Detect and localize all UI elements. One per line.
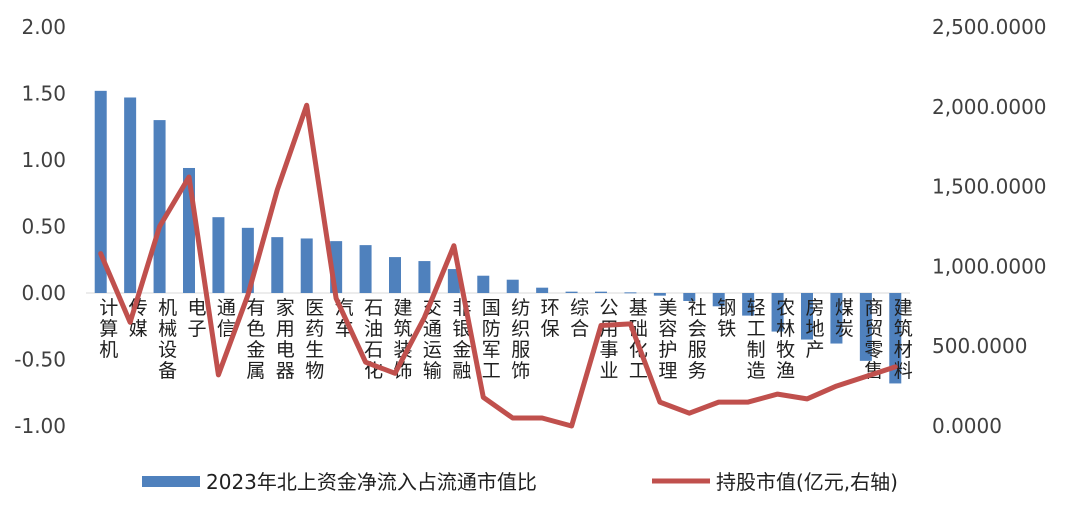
bar [683, 293, 696, 301]
legend-bar-swatch [142, 476, 200, 487]
right-tick-label: 500.0000 [932, 334, 1027, 358]
line-series [98, 102, 898, 429]
category-label: 电子 [187, 297, 206, 340]
right-tick-label: 2,500.0000 [932, 15, 1047, 39]
bar [889, 293, 902, 384]
category-label: 家用电器 [276, 297, 295, 382]
category-label: 有色金属 [246, 297, 265, 382]
bar [624, 292, 637, 294]
bar [506, 279, 519, 293]
category-label: 钢铁 [717, 297, 736, 340]
category-label: 建筑材料 [894, 297, 913, 382]
category-label: 纺织服饰 [511, 297, 530, 382]
bar [94, 90, 107, 293]
bar [712, 293, 725, 307]
bar [212, 217, 225, 293]
bar [300, 238, 313, 293]
right-tick-label: 2,000.0000 [932, 95, 1047, 119]
left-tick-label: 0.00 [21, 281, 66, 305]
category-label: 综合 [570, 297, 589, 340]
category-labels: 计算机传媒机械设备电子通信有色金属家用电器医药生物汽车石油石化建筑装饰交通运输非… [99, 297, 913, 382]
right-tick-label: 0.0000 [932, 414, 1002, 438]
left-axis: 2.00 1.50 1.00 0.50 0.00 -0.50 -1.00 [14, 15, 66, 438]
bar [653, 293, 666, 296]
bar [389, 257, 401, 293]
bar [447, 269, 460, 293]
left-tick-label: 0.50 [21, 215, 66, 239]
right-axis: 2,500.0000 2,000.0000 1,500.0000 1,000.0000… [932, 15, 1047, 438]
category-label: 基础化工 [629, 297, 648, 382]
category-label: 轻工制造 [747, 297, 766, 382]
left-tick-label: 1.50 [21, 82, 66, 106]
category-label: 医药生物 [305, 297, 324, 382]
bar [859, 293, 872, 361]
bar [359, 245, 372, 293]
category-label: 公用事业 [599, 297, 618, 382]
bar [418, 261, 431, 293]
category-label: 社会服务 [688, 297, 707, 382]
category-label: 机械设备 [158, 297, 177, 382]
category-label: 房地产 [805, 297, 824, 361]
bar [271, 237, 284, 293]
right-tick-label: 1,000.0000 [932, 254, 1047, 278]
category-label: 商贸零售 [864, 297, 883, 382]
bar [477, 275, 490, 293]
right-tick-label: 1,500.0000 [932, 175, 1047, 199]
category-label: 煤炭 [835, 297, 854, 340]
category-label: 国防军工 [482, 297, 501, 382]
bar [771, 293, 784, 332]
left-tick-label: -0.50 [14, 348, 66, 372]
bar [153, 120, 166, 293]
category-label: 美容护理 [658, 297, 677, 382]
bar [595, 291, 607, 293]
legend-item-bar: 2023年北上资金净流入占流通市值比 [142, 470, 537, 494]
left-tick-label: -1.00 [14, 414, 66, 438]
legend: 2023年北上资金净流入占流通市值比 持股市值(亿元,右轴) [142, 470, 898, 494]
legend-line-label: 持股市值(亿元,右轴) [716, 470, 898, 494]
bar [801, 293, 813, 340]
bar [124, 97, 137, 294]
bar [742, 293, 755, 316]
legend-bar-label: 2023年北上资金净流入占流通市值比 [206, 470, 537, 494]
left-tick-label: 1.00 [21, 148, 66, 172]
category-label: 农林牧渔 [776, 297, 795, 382]
legend-item-line: 持股市值(亿元,右轴) [652, 470, 898, 494]
category-label: 环保 [541, 297, 560, 340]
category-label: 计算机 [99, 297, 118, 361]
bar [536, 287, 549, 293]
left-tick-label: 2.00 [21, 15, 66, 39]
bar [565, 291, 578, 293]
holding-value-line [98, 102, 898, 429]
bar [830, 293, 843, 344]
